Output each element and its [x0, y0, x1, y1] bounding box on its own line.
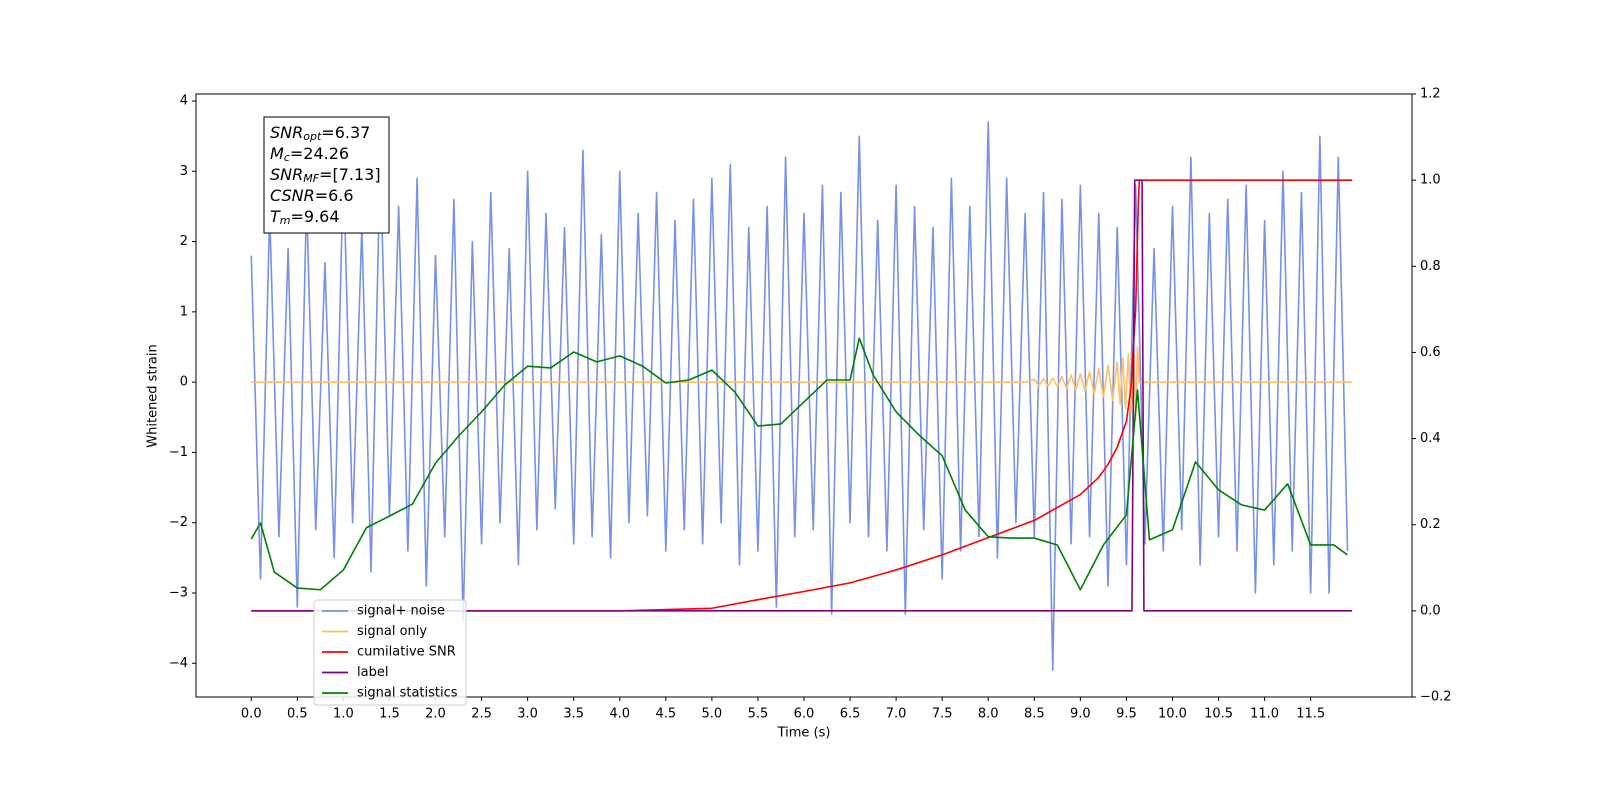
y-tick-label: 2 — [180, 234, 188, 249]
x-tick-label: 8.5 — [1024, 707, 1045, 722]
x-tick-label: 4.0 — [609, 707, 630, 722]
legend-label: cumilative SNR — [357, 645, 456, 660]
x-tick-label: 0.5 — [287, 707, 308, 722]
plot-area — [250, 121, 1353, 672]
x-tick-label: 11.5 — [1296, 707, 1325, 722]
legend-label: label — [357, 665, 388, 680]
legend-label: signal+ noise — [357, 604, 445, 619]
x-axis-label: Time (s) — [777, 726, 831, 741]
annotation-symbol: M — [270, 144, 284, 163]
annotation-box: SNRopt=6.37Mc=24.26SNRMF=[7.13]CSNR=6.6T… — [263, 116, 390, 234]
annotation-value: =24.26 — [290, 144, 349, 163]
y2-tick-label: 0.8 — [1420, 259, 1441, 274]
y-tick-label: −3 — [169, 585, 188, 600]
y-tick-label: 4 — [180, 94, 188, 109]
annotation-subscript: c — [284, 151, 290, 164]
legend: signal+ noise signal only cumilative SNR la… — [313, 599, 467, 706]
x-tick-label: 10.0 — [1158, 707, 1187, 722]
annotation-symbol: T — [270, 207, 281, 226]
x-tick-label: 6.5 — [840, 707, 861, 722]
x-tick-label: 5.0 — [702, 707, 723, 722]
annotation: SNRopt=6.37 — [270, 123, 370, 144]
annotation-subscript: opt — [303, 130, 322, 143]
x-tick-label: 2.0 — [425, 707, 446, 722]
x-tick-label: 9.0 — [1070, 707, 1091, 722]
annotation: CSNR=6.6 — [270, 186, 354, 205]
y2-tick-label: 0.6 — [1420, 345, 1441, 360]
x-tick-label: 10.5 — [1204, 707, 1233, 722]
legend-label: signal statistics — [357, 686, 458, 701]
series-line — [251, 346, 1353, 421]
annotation-subscript: m — [280, 214, 291, 227]
series-line — [250, 121, 1349, 672]
x-tick-label: 3.0 — [517, 707, 538, 722]
x-tick-label: 3.5 — [563, 707, 584, 722]
y2-tick-label: 1.2 — [1420, 87, 1441, 102]
annotation: Mc=24.26 — [270, 144, 349, 165]
annotation-value: =9.64 — [291, 207, 340, 226]
y2-tick-label: 1.0 — [1420, 173, 1441, 188]
annotation-symbol: SNR — [270, 165, 303, 184]
y2-tick-label: 0.0 — [1420, 603, 1441, 618]
legend-frame — [313, 599, 467, 706]
annotation-frame — [263, 116, 390, 234]
annotation-value: =6.6 — [315, 186, 354, 205]
y-tick-label: 3 — [180, 164, 188, 179]
annotation-value: =6.37 — [321, 123, 370, 142]
y-tick-label: −4 — [169, 656, 188, 671]
series-line — [250, 337, 1348, 591]
x-tick-label: 1.0 — [333, 707, 354, 722]
x-tick-label: 0.0 — [241, 707, 262, 722]
x-tick-label: 6.0 — [794, 707, 815, 722]
x-tick-label: 4.5 — [655, 707, 676, 722]
y-tick-label: −2 — [169, 515, 188, 530]
x-tick-label: 8.0 — [978, 707, 999, 722]
annotation: SNRMF=[7.13] — [270, 165, 381, 186]
y-tick-label: 0 — [180, 375, 188, 390]
x-tick-label: 2.5 — [471, 707, 492, 722]
x-tick-label: 9.5 — [1116, 707, 1137, 722]
y-tick-label: 1 — [180, 304, 188, 319]
y2-tick-label: 0.4 — [1420, 431, 1441, 446]
y-axis-label: Whitened strain — [146, 344, 161, 447]
x-tick-label: 7.5 — [932, 707, 953, 722]
series-line — [251, 179, 1353, 612]
annotation: Tm=9.64 — [270, 207, 340, 228]
annotation-value: =[7.13] — [319, 165, 381, 184]
y-tick-label: −1 — [169, 445, 188, 460]
annotation-symbol: CSNR — [270, 186, 315, 205]
series-line — [251, 179, 1353, 612]
x-tick-label: 11.0 — [1250, 707, 1279, 722]
x-tick-label: 1.5 — [379, 707, 400, 722]
annotation-subscript: MF — [303, 172, 319, 185]
y2-tick-label: −0.2 — [1420, 690, 1452, 705]
legend-label: signal only — [357, 624, 427, 639]
x-tick-label: 5.5 — [748, 707, 769, 722]
x-tick-label: 7.0 — [886, 707, 907, 722]
annotation-symbol: SNR — [270, 123, 303, 142]
y2-tick-label: 0.2 — [1420, 517, 1441, 532]
